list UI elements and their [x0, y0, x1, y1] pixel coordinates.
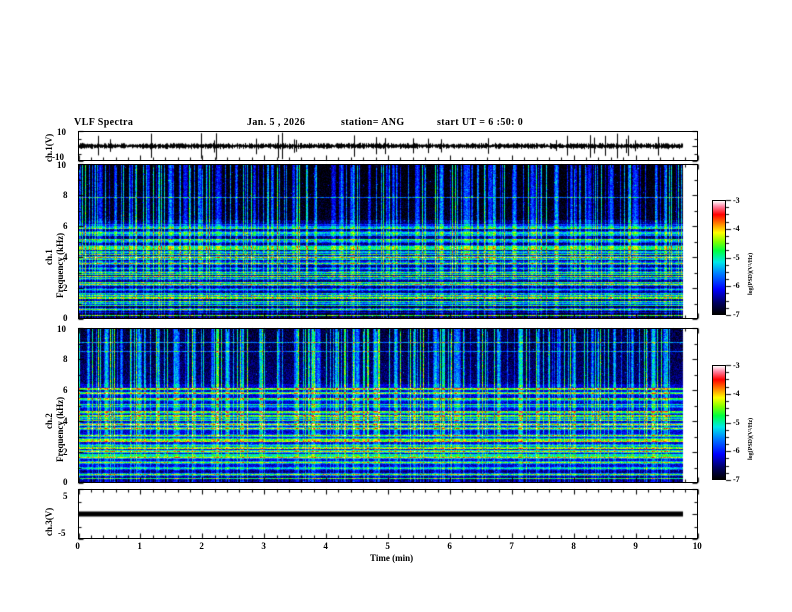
axis-tick-marks — [0, 0, 792, 612]
vlf-spectra-figure: VLF Spectra Jan. 5 , 2026 station= ANG s… — [0, 0, 792, 612]
